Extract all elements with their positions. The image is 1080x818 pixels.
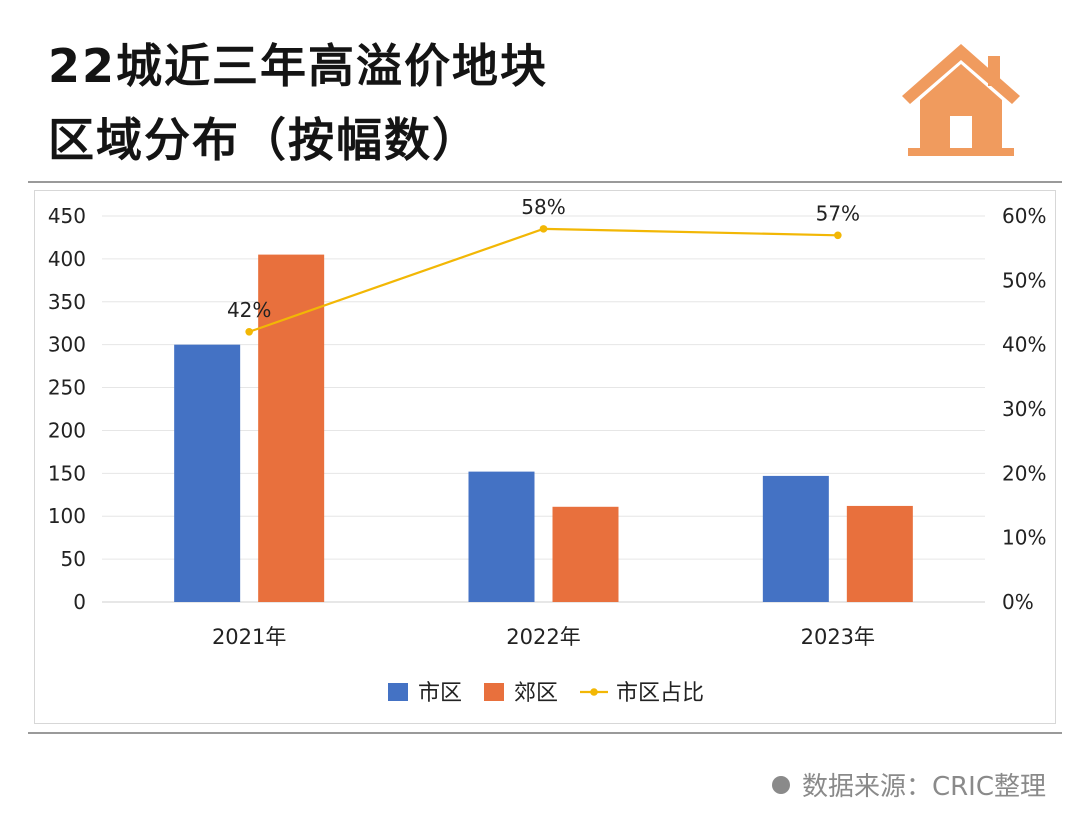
bullet-icon xyxy=(771,775,790,794)
bar-city xyxy=(762,475,829,602)
left-axis-tick: 400 xyxy=(48,247,86,271)
left-axis-tick: 0 xyxy=(73,590,86,614)
legend-swatch xyxy=(484,683,504,701)
share-data-label: 42% xyxy=(227,298,271,322)
left-axis-tick: 200 xyxy=(48,418,86,442)
chart-title-line2: 区域分布（按幅数） xyxy=(48,113,480,167)
top-divider xyxy=(28,181,1062,183)
share-point xyxy=(539,225,548,233)
legend-marker xyxy=(590,688,598,696)
legend-label: 市区占比 xyxy=(616,681,704,706)
bar-suburb xyxy=(846,505,913,602)
x-axis-tick: 2023年 xyxy=(801,625,875,649)
left-axis-tick: 100 xyxy=(48,504,86,528)
x-axis-tick: 2021年 xyxy=(212,625,286,649)
right-axis-tick: 0% xyxy=(1002,590,1034,614)
bar-suburb xyxy=(258,254,325,602)
right-axis-tick: 20% xyxy=(1002,461,1046,485)
source-note: 数据来源：CRIC整理 xyxy=(771,766,1046,803)
left-axis-tick: 300 xyxy=(48,333,86,357)
house-icon xyxy=(902,44,1020,156)
right-axis-tick: 50% xyxy=(1002,268,1046,292)
right-axis-tick: 30% xyxy=(1002,397,1046,421)
bottom-divider xyxy=(28,732,1062,734)
share-point xyxy=(834,231,842,240)
bar-suburb xyxy=(552,506,619,602)
share-data-label: 57% xyxy=(816,201,860,225)
left-axis-tick: 50 xyxy=(61,547,86,571)
left-axis-tick: 350 xyxy=(48,290,86,314)
source-text: 数据来源：CRIC整理 xyxy=(801,772,1046,802)
bar-city xyxy=(174,344,241,602)
right-axis-tick: 10% xyxy=(1002,526,1046,550)
left-axis-tick: 450 xyxy=(48,204,86,228)
left-axis-tick: 250 xyxy=(48,376,86,400)
chart-title-line1: 22城近三年高溢价地块 xyxy=(48,39,549,93)
right-axis-tick: 40% xyxy=(1002,333,1046,357)
chart-frame xyxy=(34,190,1056,724)
right-axis-tick: 60% xyxy=(1002,204,1046,228)
legend-swatch xyxy=(388,683,408,701)
share-data-label: 58% xyxy=(521,195,565,219)
share-point xyxy=(245,328,253,336)
share-line xyxy=(248,227,838,333)
left-axis-tick: 150 xyxy=(48,461,86,485)
x-axis-tick: 2022年 xyxy=(506,625,580,649)
legend-label: 市区 xyxy=(418,681,462,706)
bar-city xyxy=(468,471,535,602)
legend-label: 郊区 xyxy=(514,681,558,706)
